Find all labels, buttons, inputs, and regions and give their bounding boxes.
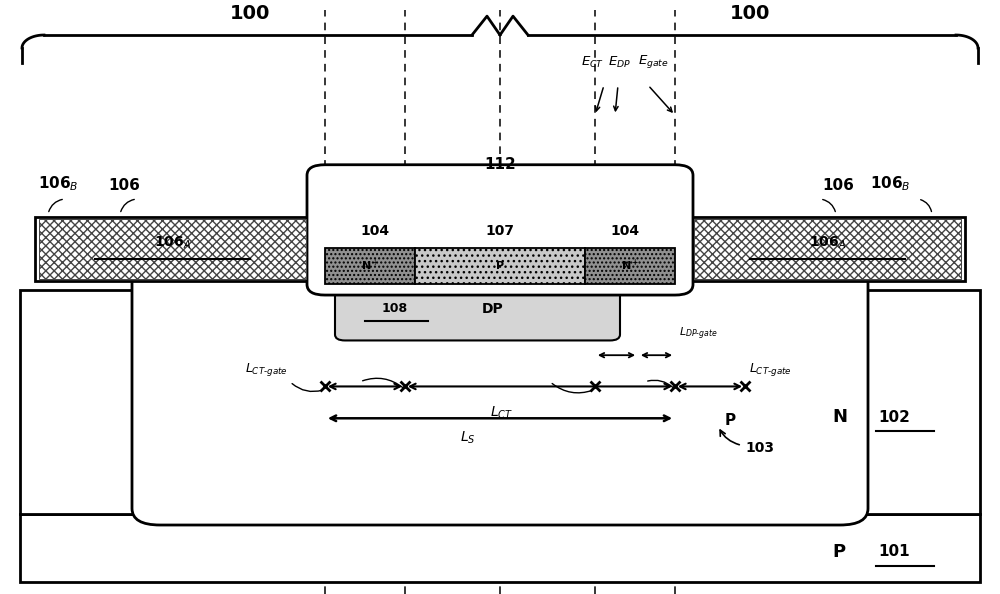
Text: 112: 112 [484,157,516,172]
FancyBboxPatch shape [335,279,620,340]
Text: P: P [496,261,504,271]
Text: 106: 106 [822,178,854,193]
Text: 104: 104 [610,225,640,238]
Text: $L_S$: $L_S$ [460,430,476,447]
Text: 107: 107 [486,225,514,238]
FancyBboxPatch shape [307,165,693,295]
Text: 101: 101 [878,544,910,559]
Text: $L_{CT}$: $L_{CT}$ [490,404,514,421]
Bar [325,248,415,285]
Bar [690,217,965,282]
Text: $E_{CT}$: $E_{CT}$ [581,55,604,71]
Bar [585,248,675,285]
Text: $L_{CT\text{-}gate}$: $L_{CT\text{-}gate}$ [749,361,792,378]
Bar [35,217,310,282]
Text: 100: 100 [730,4,770,23]
Text: N$^+$: N$^+$ [621,258,639,273]
Text: 100: 100 [230,4,270,23]
Text: DP: DP [482,302,504,315]
FancyBboxPatch shape [132,250,868,525]
Text: 106$_A$: 106$_A$ [154,235,191,251]
Bar [694,219,961,279]
Text: P: P [725,413,736,428]
Text: 106: 106 [108,178,140,193]
Text: $E_{gate}$: $E_{gate}$ [638,53,669,71]
Text: $L_{CT\text{-}DP}$: $L_{CT\text{-}DP}$ [558,328,590,342]
Text: $E_{DP}$: $E_{DP}$ [608,55,631,71]
Text: $L_{DP\text{-}gate}$: $L_{DP\text{-}gate}$ [679,326,718,342]
Bar [39,219,306,279]
Text: 102: 102 [878,410,910,425]
Text: N$^+$: N$^+$ [361,258,379,273]
Text: 106$_A$: 106$_A$ [809,235,846,251]
Text: $L_{CT\text{-}gate}$: $L_{CT\text{-}gate}$ [245,361,288,378]
Bar [415,248,585,285]
Text: 108: 108 [382,302,408,315]
Text: 106$_B$: 106$_B$ [870,175,911,193]
Text: 106$_B$: 106$_B$ [38,175,79,193]
Bar [20,290,980,514]
Bar [20,514,980,582]
Text: 104: 104 [360,225,390,238]
Text: 103: 103 [745,441,774,455]
Text: N: N [832,408,847,426]
Text: P: P [832,542,845,561]
